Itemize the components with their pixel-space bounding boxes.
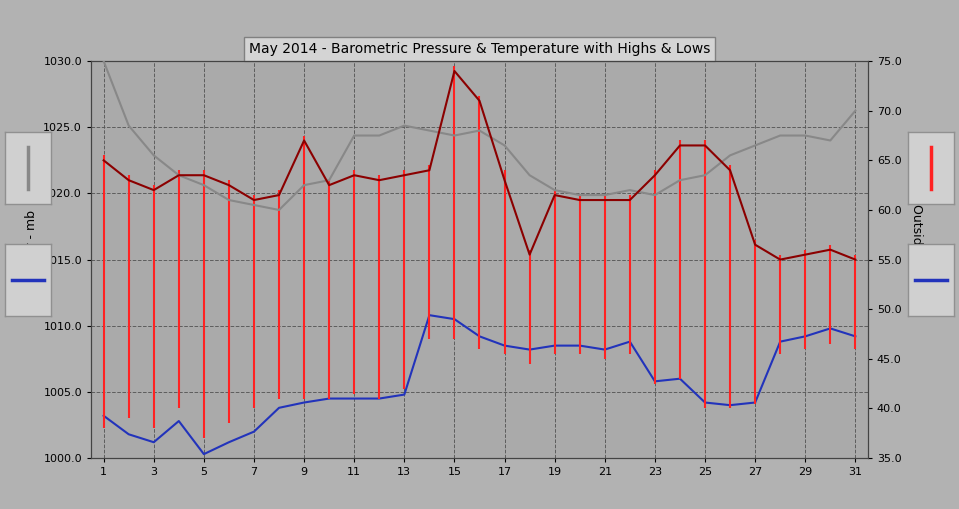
Y-axis label: Outside Temp - °F: Outside Temp - °F <box>910 204 923 316</box>
Y-axis label: Barometer - mb: Barometer - mb <box>25 210 37 309</box>
Title: May 2014 - Barometric Pressure & Temperature with Highs & Lows: May 2014 - Barometric Pressure & Tempera… <box>248 42 711 56</box>
